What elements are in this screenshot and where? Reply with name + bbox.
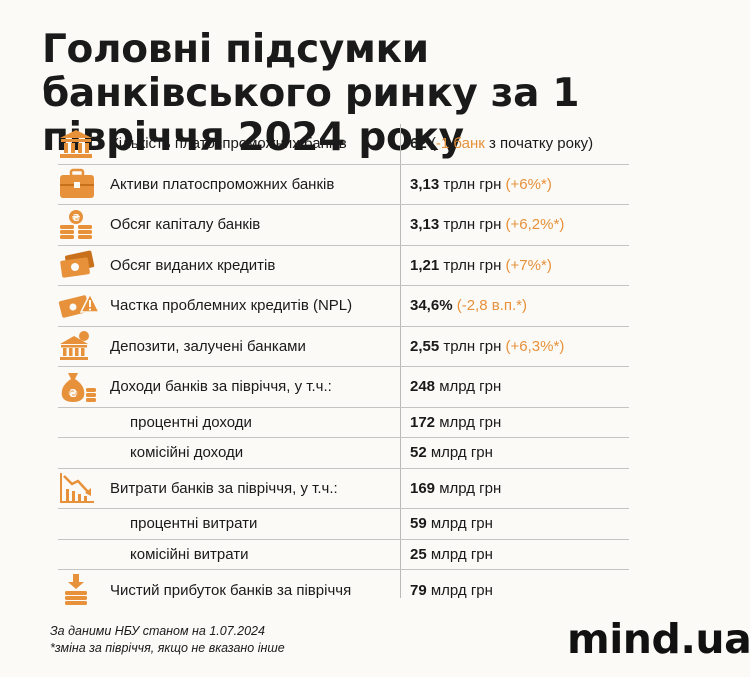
page-title: Головні підсумки банківського ринку за 1… — [42, 27, 580, 160]
summary-table: Кількість платоспроможних банків 62 (-1 … — [58, 124, 629, 611]
coin-stack-icon: ₴ — [58, 209, 96, 241]
row-value: 3,13 трлн грн (+6,2%*) — [410, 216, 565, 234]
table-row: Активи платоспроможних банків 3,13 трлн … — [58, 165, 629, 205]
row-label: комісійні доходи — [130, 444, 244, 462]
row-value: 172 млрд грн — [410, 413, 502, 431]
row-value: 3,13 трлн грн (+6%*) — [410, 175, 552, 193]
table-row: ₴ Доходи банків за півріччя, у т.ч.: 248… — [58, 367, 629, 408]
table-row: ₴ Обсяг капіталу банків 3,13 трлн грн (+… — [58, 205, 629, 246]
row-label: Доходи банків за півріччя, у т.ч.: — [110, 378, 332, 396]
table-row: комісійні витрати 25 млрд грн — [58, 540, 629, 570]
bank-building-icon — [58, 129, 94, 159]
row-value: 62 (-1 банк з початку року) — [410, 135, 594, 153]
briefcase-icon — [58, 168, 96, 200]
row-value: 34,6% (-2,8 в.п.*) — [410, 297, 527, 315]
footnote-note: *зміна за півріччя, якщо не вказано інше — [50, 641, 285, 655]
money-bag-icon: ₴ — [58, 370, 98, 404]
table-row: процентні доходи 172 млрд грн — [58, 408, 629, 438]
table-row: Чистий прибуток банків за півріччя 79 мл… — [58, 570, 629, 611]
warning-banknote-icon — [58, 290, 100, 322]
row-value: 59 млрд грн — [410, 515, 493, 533]
row-value: 2,55 трлн грн (+6,3%*) — [410, 337, 565, 355]
row-value: 1,21 трлн грн (+7%*) — [410, 256, 552, 274]
row-label: процентні доходи — [130, 413, 252, 431]
row-value: 248 млрд грн — [410, 378, 502, 396]
bank-deposit-icon — [58, 330, 96, 362]
table-row: Депозити, залучені банками 2,55 трлн грн… — [58, 327, 629, 367]
column-divider — [400, 124, 401, 598]
svg-text:₴: ₴ — [68, 387, 77, 400]
row-value: 52 млрд грн — [410, 444, 493, 462]
row-label: Обсяг виданих кредитів — [110, 256, 276, 274]
row-label: Депозити, залучені банками — [110, 337, 306, 355]
row-value: 169 млрд грн — [410, 479, 502, 497]
row-value: 25 млрд грн — [410, 545, 493, 563]
footnote-source: За даними НБУ станом на 1.07.2024 — [50, 624, 265, 638]
row-label: Витрати банків за півріччя, у т.ч.: — [110, 479, 338, 497]
row-label: Кількість платоспроможних банків — [110, 135, 347, 153]
row-label: комісійні витрати — [130, 545, 249, 563]
declining-chart-icon — [58, 471, 96, 505]
table-row: процентні витрати 59 млрд грн — [58, 509, 629, 540]
coins-down-arrow-icon — [58, 573, 94, 607]
svg-text:₴: ₴ — [72, 213, 81, 224]
row-label: Частка проблемних кредитів (NPL) — [110, 297, 353, 315]
table-row: Частка проблемних кредитів (NPL) 34,6% (… — [58, 286, 629, 327]
row-label: Обсяг капіталу банків — [110, 216, 261, 234]
table-row: Витрати банків за півріччя, у т.ч.: 169 … — [58, 469, 629, 509]
table-row: Кількість платоспроможних банків 62 (-1 … — [58, 124, 629, 165]
banknotes-icon — [58, 250, 96, 280]
row-label: Чистий прибуток банків за півріччя — [110, 581, 352, 599]
footnote: За даними НБУ станом на 1.07.2024 *зміна… — [50, 623, 285, 657]
row-label: процентні витрати — [130, 515, 258, 533]
logo[interactable]: mind.ua — [567, 615, 750, 663]
row-value: 79 млрд грн — [410, 581, 493, 599]
row-label: Активи платоспроможних банків — [110, 175, 335, 193]
table-row: комісійні доходи 52 млрд грн — [58, 438, 629, 469]
table-row: Обсяг виданих кредитів 1,21 трлн грн (+7… — [58, 246, 629, 286]
